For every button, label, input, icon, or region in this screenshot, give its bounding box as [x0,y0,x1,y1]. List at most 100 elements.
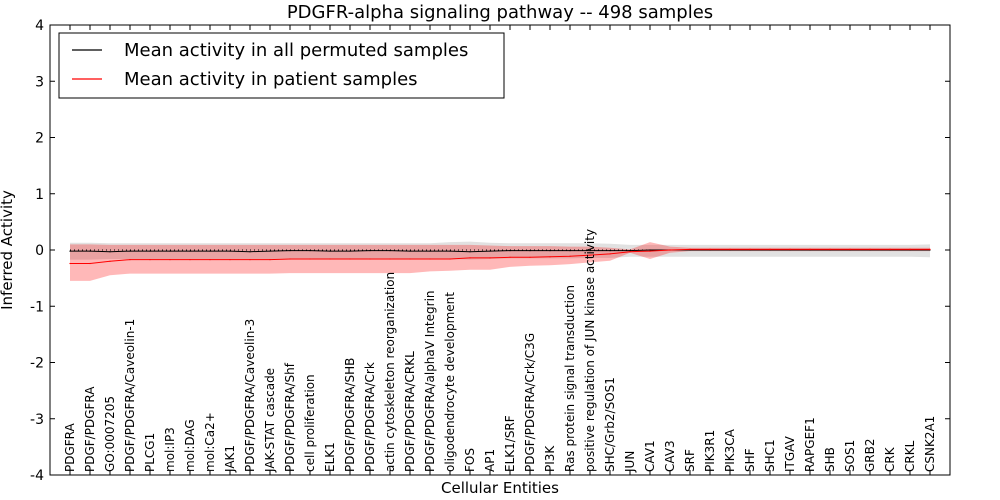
y-tick-label: 1 [35,187,44,203]
data-point [789,248,791,250]
x-tick-label: PLCG1 [143,433,157,472]
legend-label-0: Mean activity in all permuted samples [124,40,468,61]
data-point [909,248,911,250]
y-tick-label: 0 [35,243,44,259]
data-point [569,255,571,257]
x-tick-label: SHC/Grb2/SOS1 [603,377,617,472]
data-point [549,250,551,252]
x-axis-label: Cellular Entities [441,479,559,497]
x-tick-label: SRF [683,449,697,472]
data-point [249,259,251,261]
series-line-1 [70,248,930,264]
legend: Mean activity in all permuted samples Mea… [58,32,505,99]
data-point [729,248,731,250]
data-point [629,250,631,252]
x-tick-label: CRK [883,446,897,472]
data-point [189,259,191,261]
legend-label-1: Mean activity in patient samples [124,69,418,90]
data-point [489,250,491,252]
data-point [469,257,471,259]
data-point [829,248,831,250]
data-point [129,259,131,261]
confidence-bands [70,241,930,281]
data-point [169,259,171,261]
data-point [249,251,251,253]
x-tick-label: PI3K [543,445,557,472]
data-point [89,250,91,252]
x-tick-label: mol:IP3 [163,427,177,472]
x-tick-label: PDGF/PDGFRA/SHB [343,358,357,472]
x-tick-label: CSNK2A1 [923,416,937,472]
x-tick-label: PDGF/PDGFRA/alphaV Integrin [423,290,437,472]
data-point [569,250,571,252]
data-point [169,250,171,252]
x-tick-label: JUN [623,451,637,473]
data-point [589,254,591,256]
y-tick-label: -2 [30,356,44,372]
data-point [649,249,651,251]
y-tick-label: -3 [30,412,44,428]
x-tick-label: AP1 [483,449,497,472]
data-point [209,259,211,261]
x-tick-label: PIK3CA [723,428,737,472]
x-tick-label: PDGFRA [63,422,77,472]
x-tick-label: RAPGEF1 [803,417,817,472]
x-tick-label: oligodendrocyte development [443,292,457,472]
x-tick-label: PDGF/PDGFRA [83,386,97,472]
chart-title: PDGFR-alpha signaling pathway -- 498 sam… [287,2,713,23]
data-point [509,250,511,252]
data-point [449,250,451,252]
data-point [149,250,151,252]
x-tick-label: PDGF/PDGFRA/Shf [283,362,297,472]
legend-box [58,32,505,99]
data-point [589,250,591,252]
data-point [289,250,291,252]
x-tick-label: PDGF/PDGFRA/Caveolin-1 [123,319,137,472]
data-point [229,250,231,252]
data-point [389,258,391,260]
x-tick-label: CAV1 [643,440,657,472]
data-point [109,260,111,262]
data-point [369,250,371,252]
data-point [669,249,671,251]
data-point [269,250,271,252]
y-tick-label: -4 [30,468,44,484]
data-point [809,248,811,250]
data-point [149,259,151,261]
band-series-1 [70,242,930,281]
data-point [389,250,391,252]
data-point [609,250,611,252]
data-point [549,256,551,258]
x-tick-label: CRKL [903,440,917,472]
y-axis: -4 -3 -2 -1 0 1 2 3 4 [30,18,950,484]
x-tick-label: actin cytoskeleton reorganization [383,272,397,472]
x-tick-label: SHF [743,448,757,472]
x-tick-label: mol:Ca2+ [203,412,217,472]
data-point [769,248,771,250]
x-tick-label: SHB [823,447,837,472]
x-tick-label: GRB2 [863,438,877,472]
x-tick-label: JAK1 [223,445,237,473]
y-tick-label: 2 [35,131,44,147]
data-point [349,250,351,252]
data-point [369,258,371,260]
data-point [649,250,651,252]
data-point [269,259,271,261]
data-point [349,258,351,260]
data-point [89,262,91,265]
x-tick-label: PDGF/PDGFRA/Caveolin-3 [243,319,257,472]
data-point [289,258,291,260]
data-point [529,250,531,252]
x-tick-label: ELK1/SRF [503,415,517,472]
data-point [409,250,411,252]
y-tick-label: -1 [30,299,44,315]
data-point [429,258,431,260]
series-line-0 [70,249,930,253]
data-point [469,251,471,253]
data-point [889,248,891,250]
x-tick-label: mol:DAG [183,419,197,472]
x-tick-label: PIK3R1 [703,430,717,472]
data-point [309,250,311,252]
data-point [189,250,191,252]
data-point [329,258,331,260]
